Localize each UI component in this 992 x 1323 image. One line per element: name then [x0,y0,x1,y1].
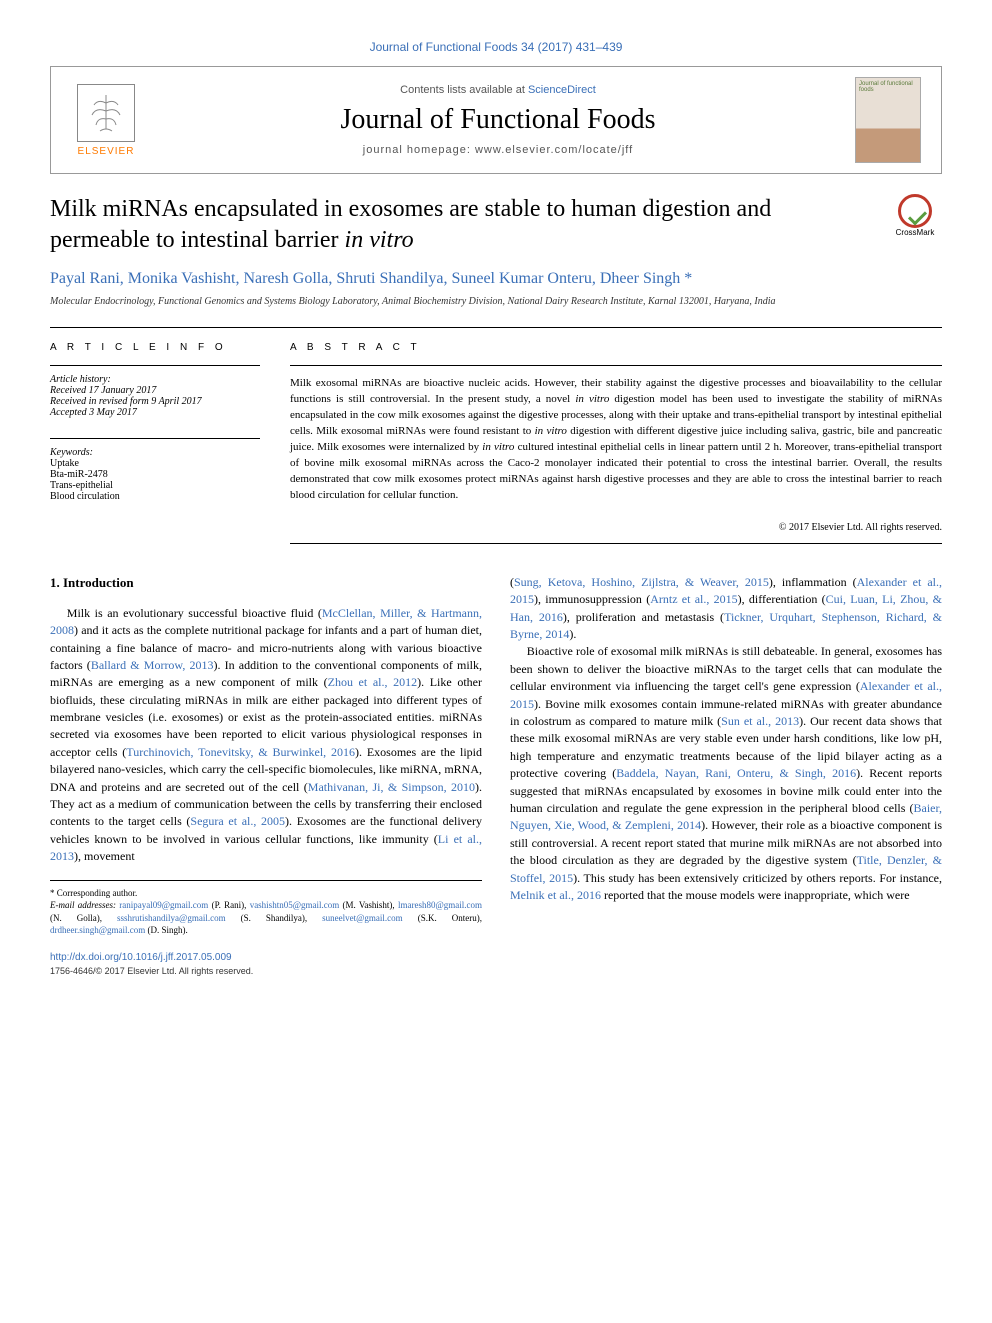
section-heading-intro: 1. Introduction [50,574,482,593]
keyword: Blood circulation [50,491,260,502]
citation-link[interactable]: Arntz et al., 2015 [650,592,737,606]
citation-bar: Journal of Functional Foods 34 (2017) 43… [50,40,942,54]
date-accepted: Accepted 3 May 2017 [50,407,260,418]
issn-copyright: 1756-4646/© 2017 Elsevier Ltd. All right… [50,965,482,978]
body-text: ), proliferation and metastasis ( [563,610,724,624]
body-text: ). This study has been extensively criti… [573,871,942,885]
publisher-logo: ELSEVIER [71,80,141,160]
author-email[interactable]: drdheer.singh@gmail.com [50,925,145,935]
intro-paragraph-3: Bioactive role of exosomal milk miRNAs i… [510,643,942,904]
journal-header-box: ELSEVIER Contents lists available at Sci… [50,66,942,174]
publisher-name: ELSEVIER [78,146,135,157]
email-addresses: E-mail addresses: ranipayal09@gmail.com … [50,899,482,937]
citation-link[interactable]: Segura et al., 2005 [190,814,285,828]
date-received: Received 17 January 2017 [50,385,260,396]
corresponding-author-note: * Corresponding author. [50,887,482,900]
date-revised: Received in revised form 9 April 2017 [50,396,260,407]
body-text: Milk is an evolutionary successful bioac… [67,606,322,620]
keyword: Uptake [50,458,260,469]
citation-link[interactable]: Zhou et al., 2012 [328,675,418,689]
homepage-prefix: journal homepage: [363,144,475,156]
keywords-title: Keywords: [50,447,260,458]
keyword: Trans-epithelial [50,480,260,491]
elsevier-tree-icon [77,84,135,142]
author-name-note: (S.K. Onteru), [403,913,482,923]
author-name-note: (S. Shandilya), [226,913,323,923]
authors-line: Payal Rani, Monika Vashisht, Naresh Goll… [50,270,942,288]
journal-cover-thumb: Journal of functional foods [855,77,921,163]
citation-link[interactable]: Sung, Ketova, Hoshino, Zijlstra, & Weave… [514,575,769,589]
body-text: ). [569,627,576,641]
homepage-line: journal homepage: www.elsevier.com/locat… [161,144,835,156]
homepage-url[interactable]: www.elsevier.com/locate/jff [475,144,633,156]
citation-link[interactable]: Turchinovich, Tonevitsky, & Burwinkel, 2… [126,745,355,759]
body-text: ), inflammation ( [769,575,857,589]
abstract-column: A B S T R A C T Milk exosomal miRNAs are… [290,342,942,544]
citation-link[interactable]: Mathivanan, Ji, & Simpson, 2010 [308,780,475,794]
affiliation: Molecular Endocrinology, Functional Geno… [50,296,942,307]
intro-paragraph-1: Milk is an evolutionary successful bioac… [50,605,482,866]
author-email[interactable]: ssshrutishandilya@gmail.com [117,913,226,923]
author-email[interactable]: lmaresh80@gmail.com [398,900,482,910]
abstract-italic: in vitro [482,441,514,453]
article-history: Article history: Received 17 January 201… [50,365,260,418]
crossmark-icon [898,194,932,228]
body-text: ), differentiation ( [738,592,826,606]
email-label: E-mail addresses: [50,900,119,910]
body-text: ), immunosuppression ( [534,592,650,606]
crossmark-badge[interactable]: CrossMark [888,194,942,248]
footnotes-block: * Corresponding author. E-mail addresses… [50,880,482,937]
citation-link[interactable]: Sun et al., 2013 [721,714,799,728]
intro-paragraph-2: (Sung, Ketova, Hoshino, Zijlstra, & Weav… [510,574,942,644]
body-two-column: 1. Introduction Milk is an evolutionary … [50,574,942,979]
history-title: Article history: [50,374,260,385]
author-email[interactable]: suneelvet@gmail.com [322,913,403,923]
author-email[interactable]: ranipayal09@gmail.com [119,900,208,910]
citation-link[interactable]: Baddela, Nayan, Rani, Onteru, & Singh, 2… [616,766,856,780]
article-info-heading: A R T I C L E I N F O [50,342,260,353]
crossmark-label: CrossMark [896,228,935,237]
sciencedirect-link[interactable]: ScienceDirect [528,84,596,96]
title-italic: in vitro [345,227,414,253]
author-name-note: (D. Singh). [145,925,188,935]
author-name-note: (P. Rani), [208,900,249,910]
contents-prefix: Contents lists available at [400,84,528,96]
journal-name: Journal of Functional Foods [161,104,835,136]
doi-block: http://dx.doi.org/10.1016/j.jff.2017.05.… [50,951,482,979]
keyword: Bta-miR-2478 [50,469,260,480]
contents-line: Contents lists available at ScienceDirec… [161,84,835,96]
body-text: reported that the mouse models were inap… [601,888,910,902]
doi-link[interactable]: http://dx.doi.org/10.1016/j.jff.2017.05.… [50,952,232,963]
article-title: Milk miRNAs encapsulated in exosomes are… [50,194,872,256]
author-name-note: (M. Vashisht), [339,900,398,910]
keywords-block: Keywords: Uptake Bta-miR-2478 Trans-epit… [50,438,260,502]
citation-link[interactable]: Melnik et al., 2016 [510,888,601,902]
abstract-heading: A B S T R A C T [290,342,942,353]
abstract-italic: in vitro [535,425,567,437]
author-name-note: (N. Golla), [50,913,117,923]
abstract-text: Milk exosomal miRNAs are bioactive nucle… [290,365,942,504]
abstract-copyright: © 2017 Elsevier Ltd. All rights reserved… [290,512,942,544]
citation-link[interactable]: Ballard & Morrow, 2013 [91,658,214,672]
author-email[interactable]: vashishtn05@gmail.com [250,900,340,910]
abstract-italic: in vitro [575,393,609,405]
article-info-column: A R T I C L E I N F O Article history: R… [50,342,260,544]
body-text: ), movement [74,849,135,863]
